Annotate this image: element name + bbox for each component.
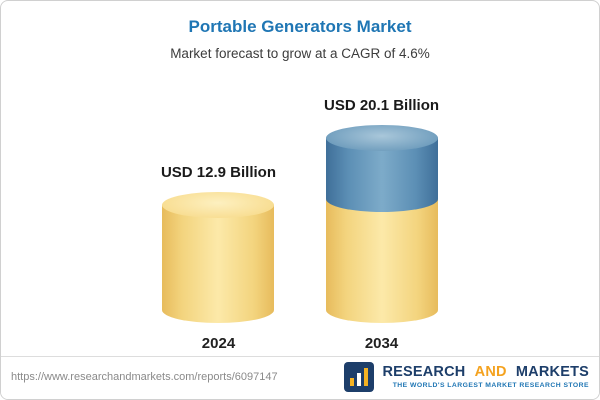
report-url-link[interactable]: https://www.researchandmarkets.com/repor… — [11, 371, 278, 383]
logo-word-research: RESEARCH — [382, 363, 466, 380]
researchandmarkets-logo: RESEARCH AND MARKETS THE WORLD'S LARGEST… — [344, 362, 589, 392]
logo-word-and: AND — [474, 363, 507, 380]
logo-tagline: THE WORLD'S LARGEST MARKET RESEARCH STOR… — [392, 382, 589, 390]
base-segment-2034 — [325, 196, 438, 323]
bar-column-2034: USD 20.1 Billion 2034 — [324, 97, 439, 352]
footer: https://www.researchandmarkets.com/repor… — [1, 356, 599, 399]
cylinder-top-cap-2024 — [162, 192, 275, 218]
logo-word-markets: MARKETS — [515, 363, 589, 380]
bar-column-2024: USD 12.9 Billion 2024 — [161, 164, 276, 352]
logo-wordmark: RESEARCH AND MARKETS — [382, 363, 589, 381]
category-label-2024: 2024 — [201, 335, 236, 352]
bar-chart: USD 12.9 Billion 2024 USD 20.1 Billion 2… — [1, 61, 599, 356]
value-label-2024: USD 12.9 Billion — [160, 164, 276, 181]
cylinder-top-cap-2034 — [325, 125, 438, 151]
category-label-2034: 2034 — [364, 335, 399, 352]
chart-title: Portable Generators Market — [188, 17, 412, 36]
value-label-2034: USD 20.1 Billion — [324, 97, 440, 114]
cylinder-body-2024 — [162, 205, 275, 323]
cylinder-bar-2024 — [162, 192, 275, 323]
logo-text: RESEARCH AND MARKETS THE WORLD'S LARGEST… — [382, 363, 589, 390]
cylinder-bar-2034 — [325, 125, 438, 323]
chart-header: Portable Generators Market Market foreca… — [1, 1, 599, 61]
chart-subtitle: Market forecast to grow at a CAGR of 4.6… — [170, 46, 430, 61]
bar-chart-logo-icon — [344, 362, 375, 392]
